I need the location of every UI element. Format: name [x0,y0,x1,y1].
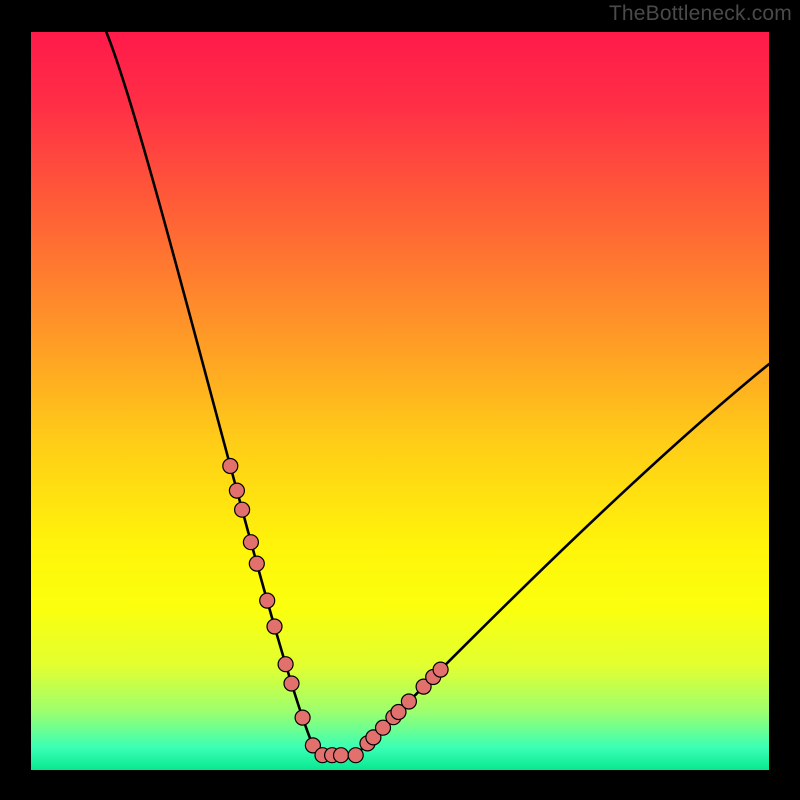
data-marker [267,619,282,634]
image-root: TheBottleneck.com [0,0,800,800]
data-marker [295,710,310,725]
data-marker [278,657,293,672]
data-marker [401,694,416,709]
watermark-text: TheBottleneck.com [609,0,792,28]
data-marker [243,535,258,550]
data-marker [284,676,299,691]
data-marker [235,502,250,517]
plot-area [31,32,769,770]
data-marker [334,748,349,763]
data-marker [433,662,448,677]
data-marker [348,748,363,763]
chart-svg [31,32,769,770]
data-marker [249,556,264,571]
data-marker [223,459,238,474]
data-marker [260,593,275,608]
data-marker [229,483,244,498]
